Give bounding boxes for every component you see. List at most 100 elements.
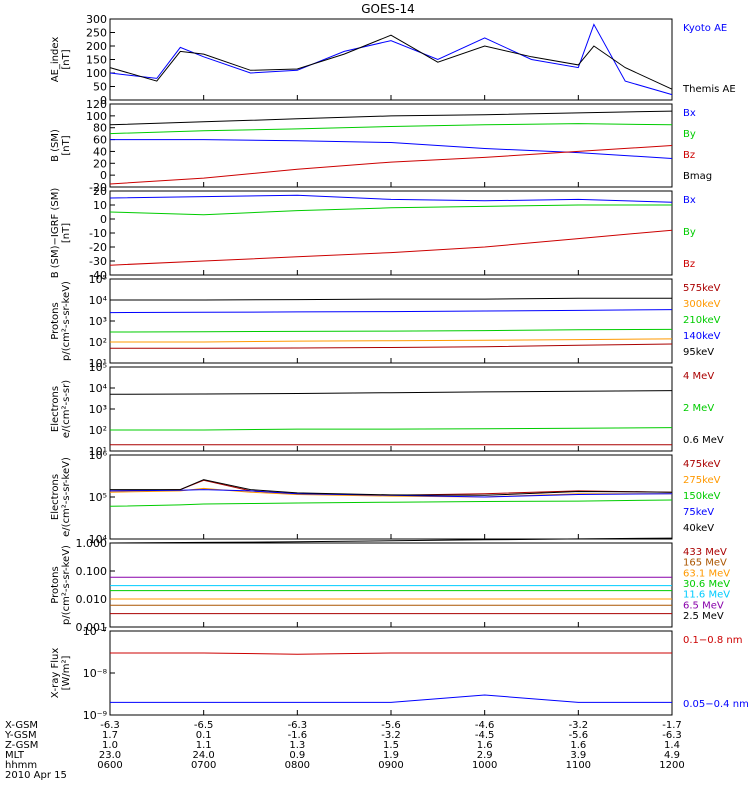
y-axis-label: [W/m²] (61, 655, 72, 690)
legend-entry: Bx (683, 195, 696, 206)
series-line-electrons2-0 (109, 479, 673, 496)
y-tick-label: 1.000 (76, 537, 108, 550)
y-tick-label: -20 (89, 241, 107, 254)
series-line-bsm-1 (109, 123, 673, 135)
series-line-bsm-3 (109, 110, 673, 126)
y-tick-label: 300 (86, 13, 107, 26)
y-tick-label: 60 (93, 134, 107, 147)
legend-entry: 30.6 MeV (683, 579, 730, 590)
legend-entry: 95keV (683, 347, 714, 358)
legend-entry: Bx (683, 108, 696, 119)
panel-frame (109, 454, 673, 540)
ephemeris-value: 1.6 (570, 740, 586, 751)
y-tick-label: 10⁵ (89, 273, 107, 286)
ephemeris-value: -1.7 (662, 720, 682, 731)
y-axis-label: [nT] (61, 135, 72, 155)
ephemeris-row-label: Y-GSM (4, 730, 37, 741)
ephemeris-table: X-GSMY-GSMZ-GSMMLThhmm-6.31.71.023.00600… (4, 720, 685, 781)
panel-frame (109, 278, 673, 364)
panel-hep: 1.000 0.100 0.010 0.001 Protons p/(cm²-s-sr-k… (50, 537, 730, 634)
ephemeris-row-label: hhmm (5, 760, 37, 771)
y-tick-label: 10⁵ (89, 491, 107, 504)
y-tick-label: 10³ (89, 315, 107, 328)
series-line-protons-3 (109, 309, 673, 314)
y-axis-label: [nT] (61, 223, 72, 243)
ephemeris-value: -5.6 (569, 730, 589, 741)
y-tick-label: 20 (93, 185, 107, 198)
legend-entry: 40keV (683, 523, 714, 534)
ephemeris-row-label: Z-GSM (5, 740, 38, 751)
legend-entry: 475keV (683, 459, 721, 470)
panel-frame (109, 103, 673, 188)
figure-title: GOES-14 (361, 2, 415, 16)
ephemeris-value: 0600 (97, 760, 122, 771)
ephemeris-value: 1100 (566, 760, 591, 771)
y-tick-label: 10³ (89, 403, 107, 416)
y-tick-label: 0.100 (76, 565, 108, 578)
panel-electrons2: 10⁶ 10⁵ 10⁴ Electrons e/(cm²-s-sr-keV) 475keV… (50, 449, 721, 546)
ephemeris-value: -4.5 (475, 730, 495, 741)
y-tick-label: 10⁴ (89, 533, 108, 546)
y-tick-label: 10² (89, 336, 107, 349)
ephemeris-value: 1000 (472, 760, 497, 771)
ephemeris-value: 1.7 (102, 730, 118, 741)
y-axis-label: X‑ray Flux (50, 648, 61, 699)
legend-entry: 300keV (683, 299, 721, 310)
ephemeris-value: 0700 (191, 760, 216, 771)
legend-entry: 140keV (683, 331, 721, 342)
legend-entry: 0.6 MeV (683, 435, 724, 446)
legend-entry: By (683, 227, 696, 238)
legend-entry: Bz (683, 259, 695, 270)
legend-entry: 4 MeV (683, 371, 714, 382)
ephemeris-value: 3.9 (570, 750, 586, 761)
panel-frame (109, 18, 673, 101)
ephemeris-value: 1.3 (289, 740, 305, 751)
ephemeris-value: 1.1 (196, 740, 212, 751)
y-tick-label: 10 (93, 199, 107, 212)
y-axis-label: AE_index (50, 37, 61, 83)
panel-frame (109, 190, 673, 276)
y-tick-label: 150 (86, 54, 107, 67)
ephemeris-value: 1.6 (477, 740, 493, 751)
panel-xray: 10⁻⁷ 10⁻⁸ 10⁻⁹ X‑ray Flux [W/m²] 0.1−0.8 nm 0.… (50, 625, 749, 722)
ephemeris-value: 1.4 (664, 740, 680, 751)
series-line-bsm-2 (109, 145, 673, 185)
series-line-hep-6 (109, 537, 673, 544)
y-tick-label: 0.001 (76, 621, 108, 634)
ephemeris-value: -5.6 (381, 720, 401, 731)
legend-entry: 165 MeV (683, 558, 727, 569)
ephemeris-value: 0800 (285, 760, 310, 771)
legend-entry: 210keV (683, 315, 721, 326)
ephemeris-value: -4.6 (475, 720, 495, 731)
series-line-protons-2 (109, 328, 673, 333)
y-tick-label: 10⁵ (89, 361, 107, 374)
series-line-ae-1 (109, 34, 673, 90)
y-tick-label: -10 (89, 227, 107, 240)
y-tick-label: 10⁻⁷ (83, 625, 107, 638)
series-line-protons-4 (110, 297, 672, 301)
legend-entry: 63.1 MeV (683, 568, 730, 579)
series-line-electrons1-2 (109, 390, 673, 395)
y-axis-label: p/(cm²-s-sr-keV) (61, 281, 72, 361)
series-line-ae-0 (109, 23, 673, 96)
ephemeris-row-label: MLT (5, 750, 25, 761)
y-tick-label: 10¹ (89, 445, 107, 458)
y-tick-label: 40 (93, 145, 107, 158)
ephemeris-value: -6.3 (100, 720, 120, 731)
ephemeris-value: -6.3 (288, 720, 308, 731)
series-line-electrons2-2 (109, 499, 673, 507)
y-tick-label: 20 (93, 157, 107, 170)
y-axis-label: e/(cm²-s-sr-keV) (61, 457, 72, 537)
legend-entry: 2 MeV (683, 403, 714, 414)
y-tick-label: -20 (89, 181, 107, 194)
y-tick-label: 80 (93, 122, 107, 135)
y-axis-label: Protons (50, 566, 61, 603)
y-tick-label: 10⁴ (89, 294, 108, 307)
legend-entry: Bmag (683, 171, 712, 182)
y-tick-label: 250 (86, 27, 107, 40)
